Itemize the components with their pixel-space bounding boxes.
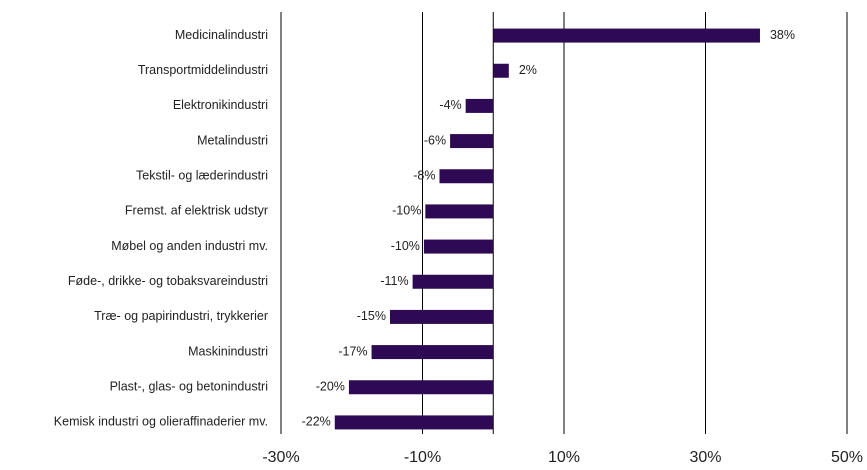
value-label: -6%	[424, 133, 446, 147]
bar	[371, 345, 494, 360]
x-tick-label: -30%	[262, 449, 299, 466]
bar	[412, 274, 494, 289]
category-label: Træ- og papirindustri, trykkerier	[94, 309, 268, 323]
x-tick-label: 10%	[548, 449, 580, 466]
category-label: Føde-, drikke- og tobaksvareindustri	[68, 274, 268, 288]
value-label: -17%	[338, 344, 367, 358]
category-label: Plast-, glas- og betonindustri	[110, 380, 268, 394]
bar	[493, 63, 509, 78]
category-label: Møbel og anden industri mv.	[111, 239, 268, 253]
category-label: Fremst. af elektrisk udstyr	[125, 204, 268, 218]
x-tick-label: -10%	[404, 449, 441, 466]
category-label: Transportmiddelindustri	[138, 63, 268, 77]
value-label: -11%	[380, 274, 408, 288]
bar	[493, 28, 760, 43]
bar	[348, 380, 494, 395]
value-label: -22%	[302, 415, 331, 429]
x-tick-label: 50%	[831, 449, 863, 466]
category-label: Elektronikindustri	[173, 98, 268, 112]
bar	[465, 98, 494, 113]
category-label: Medicinalindustri	[175, 28, 268, 42]
value-label: -8%	[413, 169, 435, 183]
category-label: Tekstil- og læderindustri	[136, 169, 268, 183]
bar	[334, 415, 494, 430]
value-label: -20%	[316, 380, 345, 394]
bar	[439, 169, 494, 184]
value-label: 2%	[519, 63, 537, 77]
value-label: -15%	[357, 309, 386, 323]
bar	[450, 134, 494, 149]
category-label: Maskinindustri	[188, 344, 268, 358]
value-label: -10%	[391, 239, 420, 253]
value-label: -10%	[392, 204, 421, 218]
value-label: 38%	[770, 28, 795, 42]
bar	[425, 204, 494, 219]
x-tick-label: 30%	[689, 449, 721, 466]
bar	[423, 239, 494, 254]
category-label: Kemisk industri og olieraffinaderier mv.	[54, 415, 268, 429]
value-label: -4%	[439, 98, 461, 112]
bar	[389, 309, 494, 324]
category-label: Metalindustri	[197, 133, 268, 147]
